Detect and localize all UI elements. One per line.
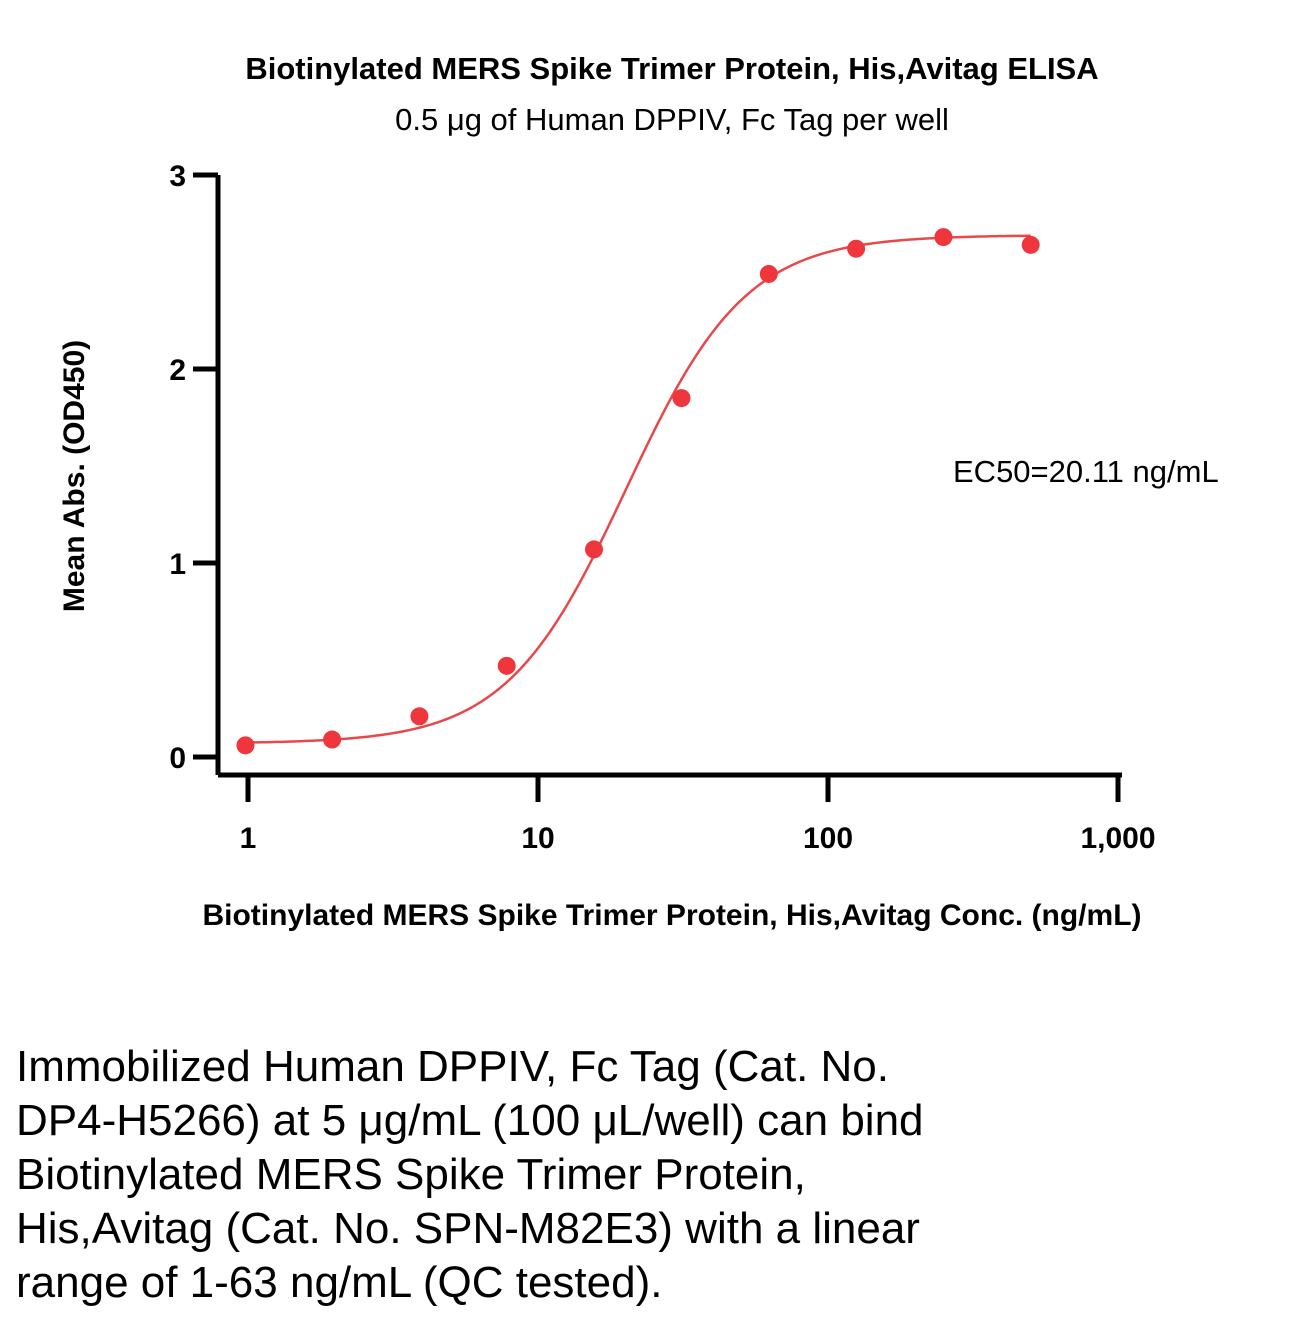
data-points bbox=[236, 228, 1040, 755]
ec50-annotation: EC50=20.11 ng/mL bbox=[953, 454, 1219, 489]
caption-line: range of 1-63 ng/mL (QC tested). bbox=[16, 1258, 663, 1307]
y-tick-label: 2 bbox=[169, 354, 186, 387]
x-axis-title: Biotinylated MERS Spike Trimer Protein, … bbox=[202, 899, 1141, 932]
data-point bbox=[410, 707, 429, 726]
y-axis-title: Mean Abs. (OD450) bbox=[58, 340, 91, 612]
y-tick-label: 0 bbox=[169, 742, 186, 775]
x-tick-label: 100 bbox=[803, 822, 853, 855]
x-tick-label: 1,000 bbox=[1080, 822, 1155, 855]
data-point bbox=[497, 656, 516, 675]
data-point bbox=[323, 730, 342, 749]
caption-line: Biotinylated MERS Spike Trimer Protein, bbox=[16, 1150, 806, 1199]
data-point bbox=[585, 540, 604, 559]
data-point bbox=[672, 389, 691, 408]
chart-title: Biotinylated MERS Spike Trimer Protein, … bbox=[245, 51, 1098, 86]
data-point bbox=[1021, 235, 1040, 254]
fit-curve bbox=[245, 234, 1031, 744]
caption-line: DP4-H5266) at 5 μg/mL (100 μL/well) can … bbox=[16, 1096, 924, 1145]
elisa-chart: Biotinylated MERS Spike Trimer Protein, … bbox=[58, 51, 1219, 932]
y-tick-label: 3 bbox=[169, 160, 186, 193]
y-tick-label: 1 bbox=[169, 548, 186, 581]
data-point bbox=[236, 736, 255, 755]
caption-line: His,Avitag (Cat. No. SPN-M82E3) with a l… bbox=[16, 1204, 920, 1253]
caption-line: Immobilized Human DPPIV, Fc Tag (Cat. No… bbox=[16, 1042, 889, 1091]
chart-subtitle: 0.5 μg of Human DPPIV, Fc Tag per well bbox=[395, 102, 949, 137]
data-point bbox=[847, 239, 866, 258]
x-tick-label: 10 bbox=[521, 822, 554, 855]
y-ticks: 0 1 2 3 bbox=[169, 160, 218, 775]
x-ticks: 1 10 100 1,000 bbox=[240, 775, 1156, 855]
x-tick-label: 1 bbox=[240, 822, 257, 855]
data-point bbox=[934, 228, 953, 247]
caption: Immobilized Human DPPIV, Fc Tag (Cat. No… bbox=[16, 1040, 1296, 1310]
axes: 0 1 2 3 1 10 100 1,000 bbox=[169, 160, 1155, 855]
data-point bbox=[759, 264, 778, 283]
